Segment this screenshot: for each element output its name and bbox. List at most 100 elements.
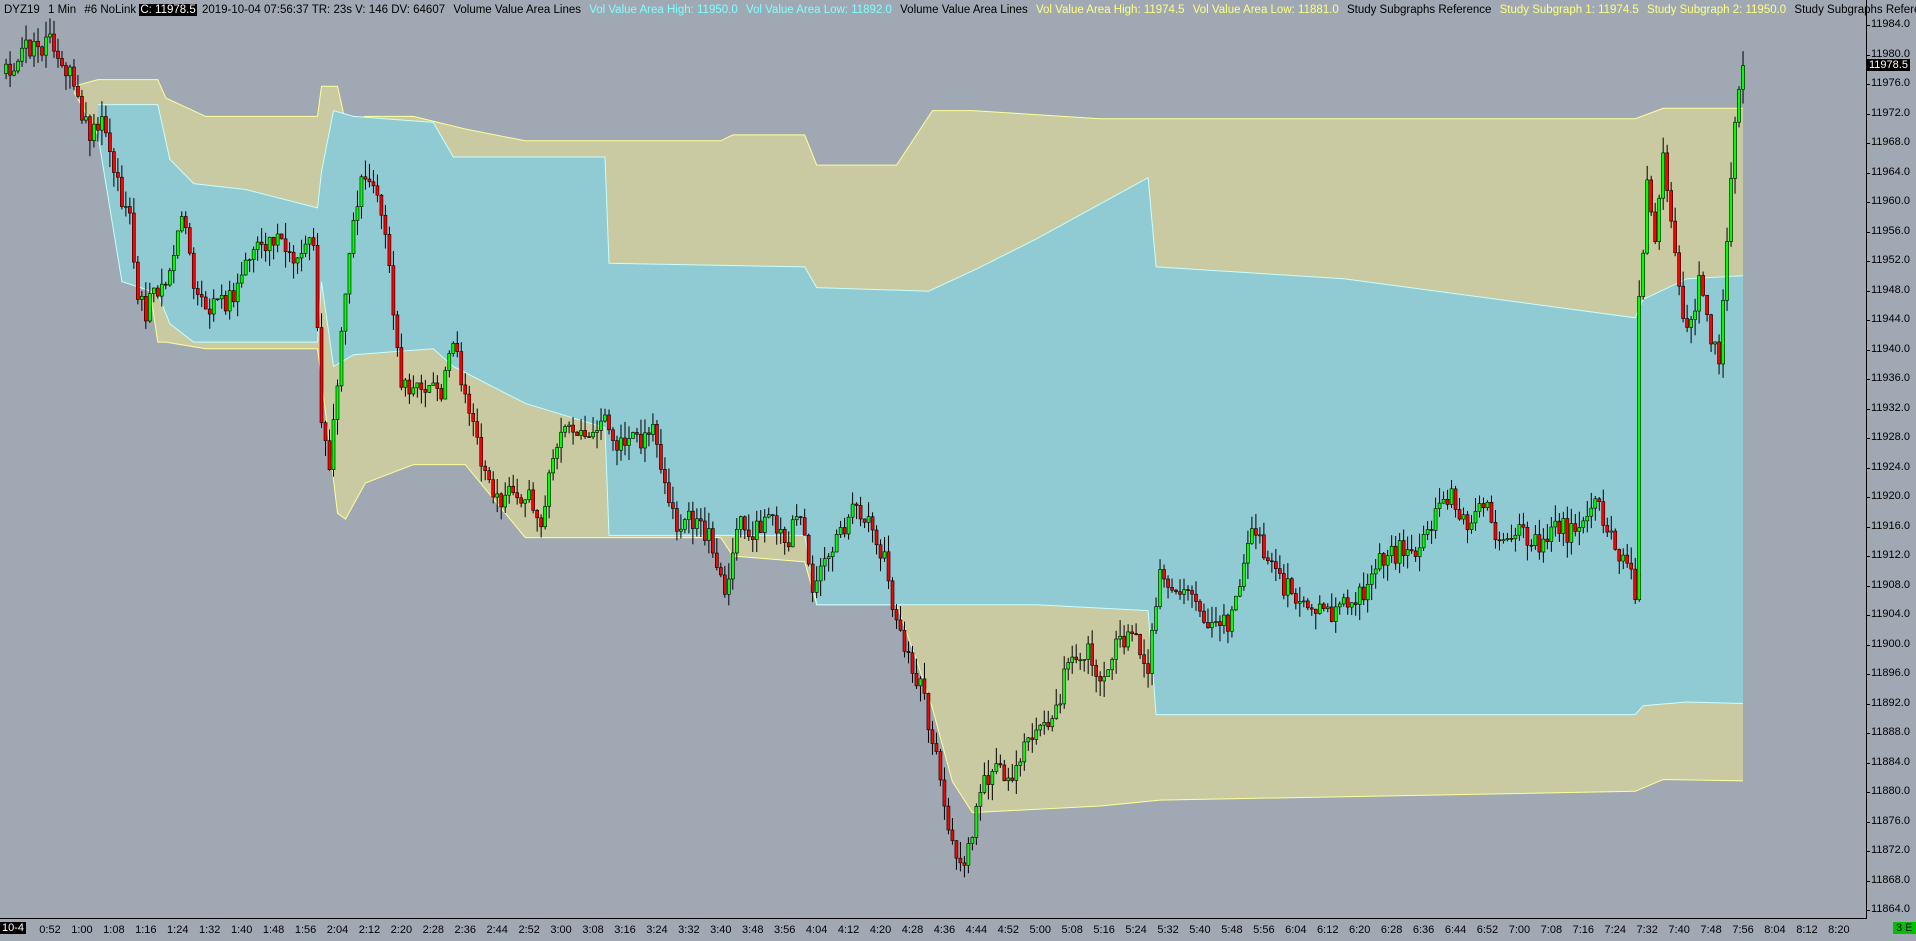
candle-body — [347, 253, 352, 295]
price-tick — [1866, 910, 1870, 911]
time-axis[interactable] — [0, 918, 1867, 919]
candle — [1357, 583, 1362, 621]
price-tick — [1866, 792, 1870, 793]
candle — [1513, 527, 1518, 552]
candle-body — [583, 430, 587, 437]
candle-body — [60, 58, 64, 66]
candle — [108, 118, 112, 168]
candle — [567, 421, 571, 434]
study3-name[interactable]: Study Subgraphs Reference — [1346, 4, 1492, 16]
candle-body — [323, 422, 328, 442]
candle-body — [124, 206, 128, 208]
candle-body — [782, 529, 787, 544]
candle-body — [223, 295, 228, 312]
candle-body — [1321, 603, 1326, 609]
candle-body — [1154, 606, 1158, 631]
time-label: 1:00 — [71, 924, 93, 936]
last-close-label: C: 11978.5 — [139, 4, 197, 16]
candle-body — [1449, 488, 1454, 505]
candle — [1002, 759, 1007, 782]
time-label: 2:12 — [358, 924, 381, 936]
status-indicator: 3 E — [1893, 922, 1916, 934]
candle — [1733, 116, 1737, 194]
candle — [607, 409, 611, 435]
candle-body — [239, 274, 244, 284]
candle — [132, 198, 136, 269]
candle — [76, 74, 80, 99]
candle-body — [1345, 597, 1350, 608]
candle — [930, 720, 935, 755]
candle-body — [108, 132, 112, 153]
candle-body — [910, 652, 915, 674]
candle-body — [44, 36, 48, 56]
candle-body — [215, 298, 220, 301]
candle-body — [1234, 595, 1238, 611]
candle-body — [455, 342, 460, 352]
candle — [1202, 603, 1206, 624]
candle — [1198, 599, 1202, 618]
candle — [1701, 271, 1705, 297]
symbol-label[interactable]: DYZ19 — [4, 4, 40, 16]
candle-body — [319, 327, 324, 423]
candle-body — [926, 693, 931, 731]
price-tick — [1866, 172, 1870, 174]
candle — [1114, 630, 1118, 674]
candle — [1489, 495, 1494, 524]
candle-body — [1182, 589, 1186, 595]
timeframe-label[interactable]: 1 Min — [48, 4, 77, 16]
price-axis[interactable] — [1866, 0, 1867, 918]
candle-body — [810, 563, 815, 593]
candle-body — [1577, 527, 1582, 532]
study1-name[interactable]: Volume Value Area Lines — [453, 4, 581, 16]
candle — [1290, 577, 1294, 596]
candle-body — [902, 629, 907, 652]
candle-body — [1325, 606, 1330, 609]
candle-body — [1437, 502, 1442, 509]
candle-body — [1509, 538, 1514, 540]
candle — [1373, 559, 1378, 589]
candle-body — [1086, 643, 1090, 660]
candle — [1557, 513, 1562, 542]
price-chart[interactable] — [0, 0, 1866, 918]
candle — [1729, 162, 1733, 247]
candle — [1170, 578, 1174, 593]
candle — [782, 526, 787, 555]
candle — [439, 383, 444, 402]
time-label: 2:20 — [390, 924, 413, 936]
candle — [335, 379, 340, 435]
candle — [1601, 489, 1606, 534]
candle — [144, 282, 148, 329]
candle-body — [423, 389, 428, 393]
candle — [974, 803, 979, 846]
candle-body — [1130, 631, 1134, 635]
candle — [723, 566, 727, 598]
candle-body — [199, 294, 204, 298]
candle — [1389, 535, 1394, 564]
candle — [375, 174, 380, 203]
candle-body — [982, 775, 987, 793]
candle-body — [1110, 659, 1114, 671]
candle-body — [1070, 656, 1075, 663]
candle-body — [1681, 285, 1685, 319]
candle-body — [1633, 568, 1638, 600]
candle — [1138, 633, 1142, 659]
candle — [339, 327, 344, 392]
candle-body — [715, 552, 719, 568]
candle-body — [1022, 741, 1027, 763]
candle-body — [1465, 514, 1470, 530]
candle — [52, 20, 56, 58]
study2-name[interactable]: Volume Value Area Lines — [900, 4, 1028, 16]
study4-name[interactable]: Study Subgraphs Reference — [1794, 4, 1916, 16]
candle-body — [567, 424, 571, 427]
candle — [40, 45, 44, 62]
candle-body — [1242, 562, 1246, 587]
candle-body — [1601, 501, 1606, 526]
candle-body — [1457, 509, 1462, 520]
candle — [1725, 227, 1729, 311]
candle — [958, 841, 963, 872]
candle — [227, 280, 232, 320]
candle-body — [287, 251, 292, 253]
candle — [211, 289, 216, 322]
candle — [1317, 595, 1322, 615]
candle-body — [395, 314, 400, 348]
